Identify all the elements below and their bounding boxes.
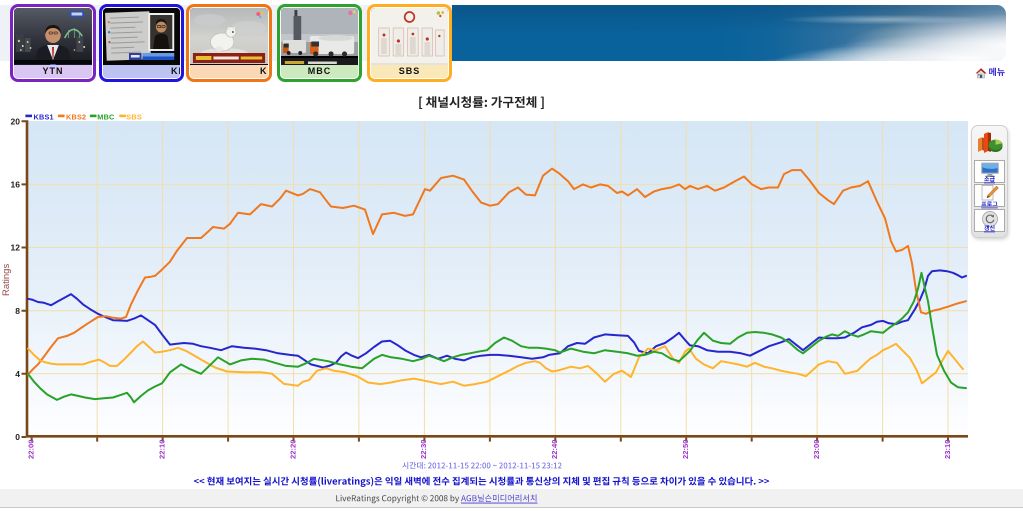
svg-text:23:00: 23:00	[812, 440, 821, 459]
svg-text:22:00: 22:00	[27, 440, 36, 459]
svg-text:23:10: 23:10	[943, 440, 952, 459]
svg-text:KBS2: KBS2	[66, 112, 86, 121]
svg-text:22:40: 22:40	[550, 440, 559, 459]
svg-text:SBS: SBS	[126, 112, 142, 121]
svg-text:16: 16	[11, 180, 21, 190]
svg-text:4: 4	[15, 369, 20, 379]
svg-text:22:30: 22:30	[419, 440, 428, 459]
svg-text:12: 12	[11, 243, 21, 253]
svg-text:MBC: MBC	[97, 112, 115, 121]
svg-text:22:50: 22:50	[681, 440, 690, 459]
svg-text:KBS1: KBS1	[34, 112, 54, 121]
svg-text:22:10: 22:10	[157, 440, 166, 459]
svg-text:20: 20	[11, 116, 21, 126]
svg-text:22:20: 22:20	[288, 440, 297, 459]
svg-text:8: 8	[15, 306, 20, 316]
svg-text:0: 0	[15, 432, 20, 442]
svg-text:Ratings: Ratings	[1, 264, 12, 296]
